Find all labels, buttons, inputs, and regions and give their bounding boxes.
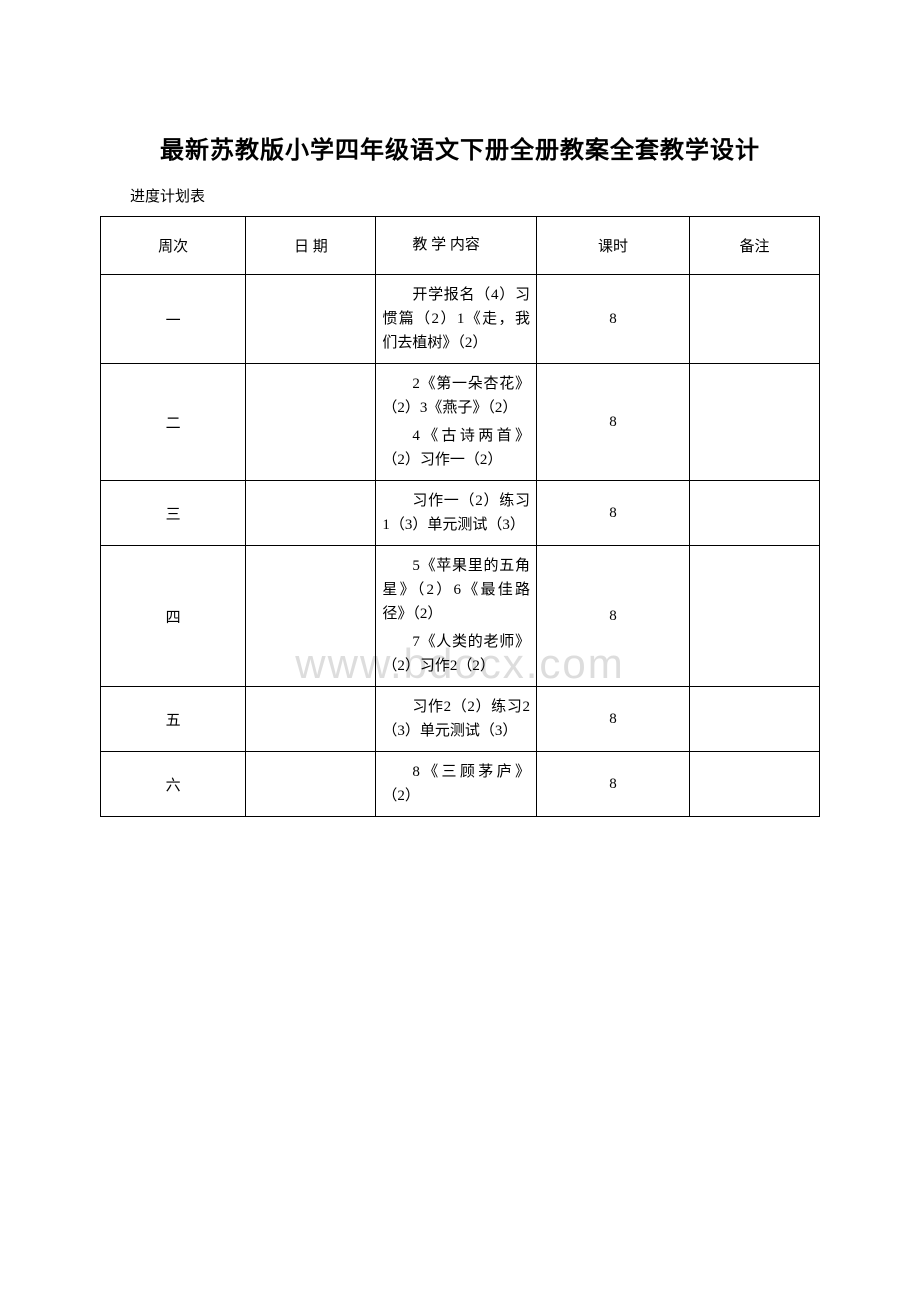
content-paragraph: 习作2（2）练习2（3）单元测试（3） (382, 695, 530, 743)
content-paragraph: 习作一（2）练习1（3）单元测试（3） (382, 489, 530, 537)
header-week: 周次 (101, 217, 246, 275)
header-notes: 备注 (689, 217, 819, 275)
table-row: 一 开学报名（4）习惯篇（2）1《走，我们去植树》（2）8 (101, 275, 820, 364)
header-hours: 课时 (536, 217, 689, 275)
cell-content: 习作2（2）练习2（3）单元测试（3） (376, 687, 537, 752)
cell-notes (689, 364, 819, 481)
table-row: 四 5《苹果里的五角星》（2）6《最佳路径》（2）7《人类的老师》（2）习作2（2… (101, 546, 820, 687)
cell-hours: 8 (536, 752, 689, 817)
cell-content: 5《苹果里的五角星》（2）6《最佳路径》（2）7《人类的老师》（2）习作2（2） (376, 546, 537, 687)
content-paragraph: 开学报名（4）习惯篇（2）1《走，我们去植树》（2） (382, 283, 530, 355)
page-title: 最新苏教版小学四年级语文下册全册教案全套教学设计 (100, 130, 820, 165)
cell-notes (689, 687, 819, 752)
cell-week: 三 (101, 481, 246, 546)
content-paragraph: 4《古诗两首》（2）习作一（2） (382, 424, 530, 472)
cell-content: 8《三顾茅庐》（2） (376, 752, 537, 817)
content-paragraph: 2《第一朵杏花》（2）3《燕子》（2） (382, 372, 530, 420)
cell-week: 二 (101, 364, 246, 481)
table-body: 一开学报名（4）习惯篇（2）1《走，我们去植树》（2）8二2《第一朵杏花》（2）… (101, 275, 820, 817)
cell-content: 开学报名（4）习惯篇（2）1《走，我们去植树》（2） (376, 275, 537, 364)
table-row: 二 2《第一朵杏花》（2）3《燕子》（2）4《古诗两首》（2）习作一（2）8 (101, 364, 820, 481)
table-row: 三 习作一（2）练习1（3）单元测试（3）8 (101, 481, 820, 546)
cell-week: 五 (101, 687, 246, 752)
cell-date (246, 481, 376, 546)
table-row: 五 习作2（2）练习2（3）单元测试（3）8 (101, 687, 820, 752)
cell-notes (689, 481, 819, 546)
header-content: 教 学 内容 (376, 217, 537, 275)
table-row: 六 8《三顾茅庐》（2）8 (101, 752, 820, 817)
header-date: 日 期 (246, 217, 376, 275)
cell-hours: 8 (536, 481, 689, 546)
cell-date (246, 546, 376, 687)
cell-week: 六 (101, 752, 246, 817)
cell-hours: 8 (536, 275, 689, 364)
content-paragraph: 8《三顾茅庐》（2） (382, 760, 530, 808)
cell-date (246, 752, 376, 817)
cell-week: 一 (101, 275, 246, 364)
table-header-row: 周次 日 期 教 学 内容 课时 备注 (101, 217, 820, 275)
cell-date (246, 687, 376, 752)
cell-content: 习作一（2）练习1（3）单元测试（3） (376, 481, 537, 546)
cell-week: 四 (101, 546, 246, 687)
cell-hours: 8 (536, 687, 689, 752)
cell-notes (689, 275, 819, 364)
content-paragraph: 7《人类的老师》（2）习作2（2） (382, 630, 530, 678)
cell-notes (689, 546, 819, 687)
cell-hours: 8 (536, 364, 689, 481)
cell-notes (689, 752, 819, 817)
subtitle: 进度计划表 (100, 185, 820, 206)
cell-date (246, 275, 376, 364)
schedule-table: 周次 日 期 教 学 内容 课时 备注 一 开学报名（4）习惯篇（2）1《走，我们… (100, 216, 820, 817)
cell-content: 2《第一朵杏花》（2）3《燕子》（2）4《古诗两首》（2）习作一（2） (376, 364, 537, 481)
content-paragraph: 5《苹果里的五角星》（2）6《最佳路径》（2） (382, 554, 530, 626)
cell-hours: 8 (536, 546, 689, 687)
cell-date (246, 364, 376, 481)
